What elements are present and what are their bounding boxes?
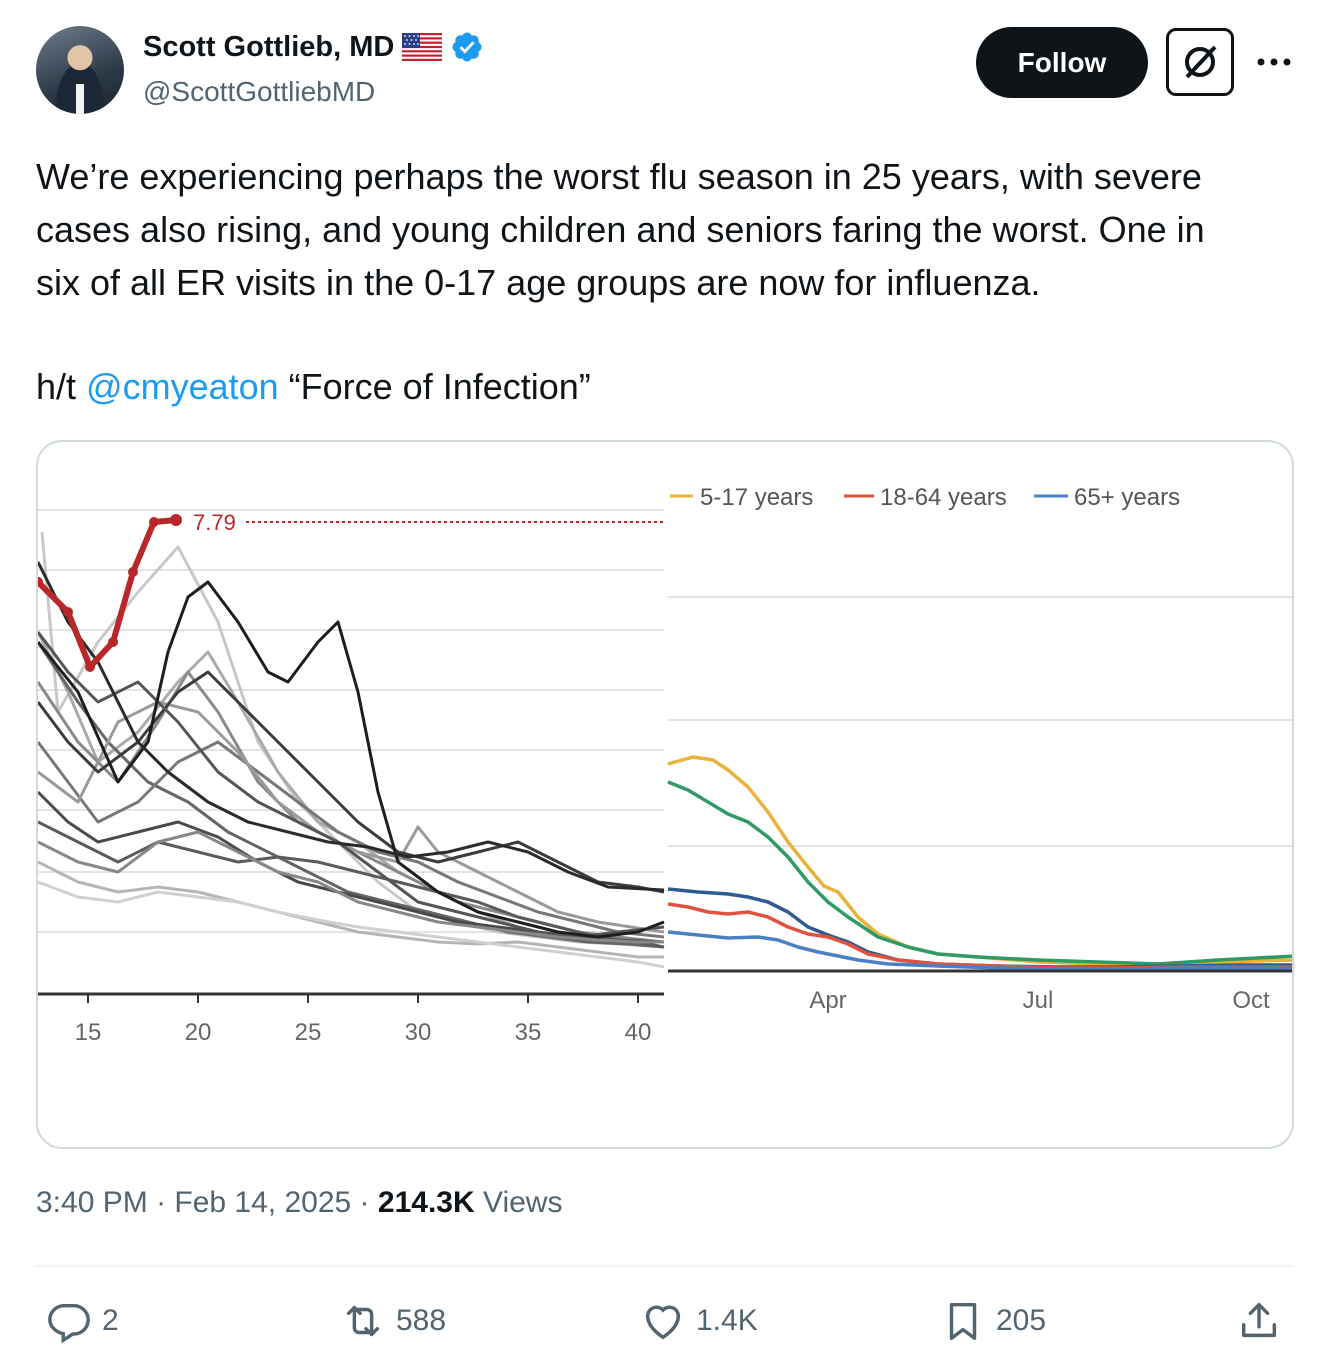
- legend-label: 18-64 years: [880, 484, 1007, 511]
- legend-label: 65+ years: [1074, 484, 1180, 511]
- x-tick-label: Jul: [1023, 987, 1054, 1014]
- separator: ·: [147, 1186, 175, 1219]
- right-x-labels: Apr Jul Oct: [809, 987, 1270, 1014]
- verified-badge-icon: [452, 32, 482, 62]
- bookmark-button[interactable]: 205: [940, 1296, 1046, 1346]
- like-button[interactable]: 1.4K: [640, 1296, 758, 1346]
- x-tick-label: 25: [295, 1019, 322, 1046]
- peak-annotation: 7.79: [193, 510, 236, 535]
- x-tick-label: 30: [405, 1019, 432, 1046]
- author-name[interactable]: Scott Gottlieb, MD: [143, 30, 395, 63]
- repost-count: 588: [396, 1304, 447, 1337]
- tweet-text-line: six of all ER visits in the 0-17 age gro…: [36, 262, 1041, 303]
- tweet-media-image[interactable]: 7.79 15 20 25 30 35 40: [36, 440, 1294, 1149]
- legend-label: 5-17 years: [700, 484, 813, 511]
- left-chart: 7.79 15 20 25 30 35 40: [38, 509, 665, 1046]
- tweet-metadata: 3:40 PM · Feb 14, 2025 · 214.3K Views: [36, 1186, 562, 1220]
- tweet-text-line: cases also rising, and young children an…: [36, 209, 1205, 250]
- left-x-ticks: [87, 994, 639, 1003]
- grok-button[interactable]: [1166, 28, 1234, 96]
- heart-icon: [645, 1305, 681, 1340]
- tweet-date[interactable]: Feb 14, 2025: [174, 1186, 352, 1219]
- bookmark-count: 205: [996, 1304, 1047, 1337]
- x-tick-label: 15: [75, 1019, 102, 1046]
- ht-suffix: “Force of Infection”: [278, 366, 591, 407]
- age-group-lines: [667, 755, 1292, 971]
- left-x-labels: 15 20 25 30 35 40: [75, 1019, 652, 1046]
- chart-image: 7.79 15 20 25 30 35 40: [38, 484, 1292, 1046]
- x-tick-label: Apr: [809, 987, 846, 1014]
- current-season-line: [38, 517, 177, 670]
- series-65plus-light-line: [667, 930, 1292, 971]
- series-0-4-line: [667, 780, 1292, 966]
- series-5-17-line: [667, 755, 1292, 966]
- repost-button[interactable]: 588: [340, 1296, 446, 1346]
- x-tick-label: 35: [515, 1019, 542, 1046]
- right-legend: 5-17 years 18-64 years 65+ years: [670, 484, 1180, 511]
- x-tick-label: 40: [625, 1019, 652, 1046]
- tweet-time[interactable]: 3:40 PM: [36, 1186, 148, 1219]
- like-count: 1.4K: [696, 1304, 758, 1337]
- more-options-button[interactable]: [1254, 42, 1294, 82]
- views-label: Views: [474, 1186, 563, 1219]
- mention-link[interactable]: @cmyeaton: [86, 366, 279, 407]
- reply-icon: [48, 1303, 90, 1344]
- author-handle[interactable]: @ScottGottliebMD: [143, 76, 376, 107]
- tweet-text-line: We’re experiencing perhaps the worst flu…: [36, 156, 1202, 197]
- x-tick-label: 20: [185, 1019, 212, 1046]
- author-avatar[interactable]: [36, 26, 124, 114]
- historical-season-lines: [38, 531, 665, 969]
- repost-icon: [346, 1305, 380, 1337]
- series-65plus-line: [667, 887, 1292, 969]
- current-season-points: [38, 514, 182, 672]
- hat-tip-line: h/t @cmyeaton “Force of Infection”: [36, 362, 591, 412]
- more-dots-icon: [1257, 58, 1291, 66]
- grok-icon: [1185, 45, 1217, 79]
- tweet-text: We’re experiencing perhaps the worst flu…: [36, 150, 1296, 309]
- x-tick-label: Oct: [1232, 987, 1270, 1014]
- share-button[interactable]: [1236, 1296, 1282, 1346]
- reply-count: 2: [102, 1304, 119, 1337]
- reply-button[interactable]: 2: [46, 1296, 119, 1346]
- us-flag-icon: [402, 33, 443, 61]
- follow-button[interactable]: Follow: [976, 27, 1148, 98]
- separator: ·: [351, 1186, 378, 1219]
- right-chart: 5-17 years 18-64 years 65+ years Apr Jul…: [667, 484, 1292, 1014]
- share-icon: [1241, 1302, 1277, 1338]
- author-name-row[interactable]: Scott Gottlieb, MD: [143, 30, 484, 64]
- right-gridlines: [668, 596, 1292, 847]
- ht-prefix: h/t: [36, 366, 87, 407]
- views-count: 214.3K: [377, 1186, 475, 1219]
- divider: [36, 1265, 1294, 1267]
- bookmark-icon: [949, 1302, 977, 1340]
